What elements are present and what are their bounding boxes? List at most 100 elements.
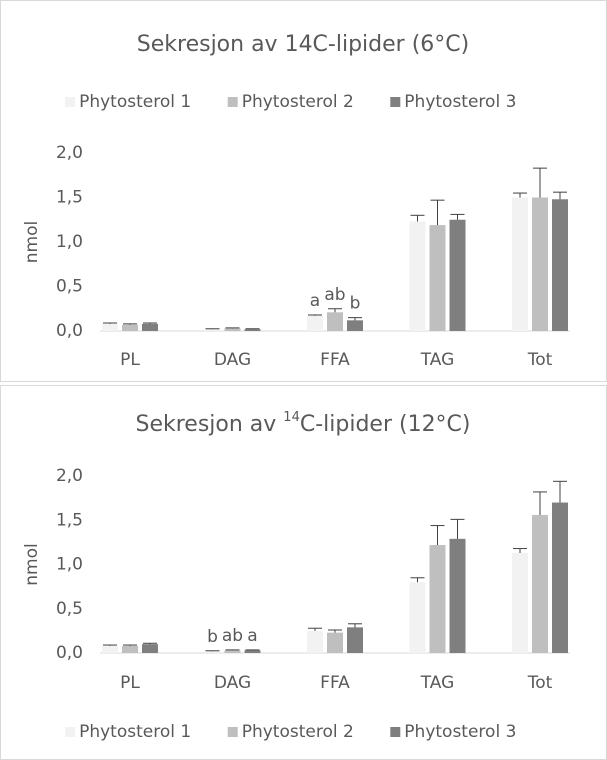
bar	[512, 197, 528, 331]
bar	[327, 632, 343, 653]
legend-swatch	[227, 727, 238, 737]
annotation: a	[310, 291, 320, 311]
legend-label: Phytosterol 3	[404, 92, 516, 112]
error-bar	[308, 314, 322, 316]
bar	[307, 630, 323, 653]
error-bar	[533, 167, 547, 198]
y-tick-label: 0,0	[56, 321, 83, 341]
error-bar	[348, 623, 362, 628]
bar	[449, 538, 466, 653]
error-bar	[553, 480, 567, 503]
y-tick-label: 1,5	[56, 188, 83, 208]
chart-title: Sekresjon av 14C-lipider (6°C)	[137, 32, 469, 57]
bar	[224, 650, 241, 653]
y-tick-label: 1,0	[56, 555, 83, 575]
bar	[429, 545, 446, 653]
legend-label: Phytosterol 2	[242, 722, 354, 742]
y-axis-label: nmol	[22, 543, 42, 585]
error-bar	[123, 644, 137, 646]
x-tick-label: TAG	[420, 673, 455, 693]
error-bar	[328, 308, 342, 313]
bar	[142, 644, 158, 653]
bar	[347, 627, 363, 653]
legend-swatch	[390, 97, 401, 107]
legend-swatch	[65, 727, 76, 737]
annotation: ab	[324, 285, 345, 305]
error-bar	[513, 192, 527, 198]
error-bar	[123, 323, 137, 325]
bar	[102, 323, 118, 331]
x-tick-label: Tot	[527, 350, 553, 370]
legend-swatch	[65, 97, 76, 107]
y-tick-label: 2,0	[56, 466, 83, 486]
error-bar	[328, 629, 342, 633]
error-bar	[533, 491, 547, 515]
legend-label: Phytosterol 1	[79, 92, 191, 112]
legend-label: Phytosterol 1	[79, 722, 191, 742]
legend-label: Phytosterol 2	[242, 92, 354, 112]
error-bar	[513, 548, 527, 553]
bar	[244, 329, 261, 331]
error-bar	[450, 213, 465, 220]
bar	[552, 502, 568, 653]
x-tick-label: PL	[120, 673, 140, 693]
bar	[347, 320, 363, 331]
bar	[102, 645, 118, 653]
legend-swatch	[227, 97, 238, 107]
x-tick-label: TAG	[420, 350, 455, 370]
annotation: b	[207, 627, 218, 647]
bar	[307, 315, 323, 331]
y-tick-label: 0,5	[56, 599, 83, 619]
title-part: C-lipider (12°C)	[300, 412, 471, 437]
annotation: b	[350, 294, 361, 314]
error-bar	[103, 644, 117, 646]
y-tick-label: 1,0	[56, 232, 83, 252]
error-bar	[430, 199, 445, 226]
bar	[532, 197, 548, 331]
y-tick-label: 1,5	[56, 510, 83, 530]
bar	[409, 221, 426, 331]
error-bar	[450, 518, 465, 539]
bar	[532, 514, 548, 653]
title-part: Sekresjon av	[135, 412, 283, 437]
bar	[204, 651, 221, 653]
bar	[429, 225, 446, 331]
x-tick-label: FFA	[320, 673, 350, 693]
error-bar	[308, 627, 322, 631]
error-bar	[143, 642, 157, 645]
bar	[122, 645, 138, 653]
error-bar	[348, 317, 362, 321]
bar	[122, 324, 138, 331]
y-axis-label: nmol	[22, 221, 42, 263]
x-tick-label: DAG	[214, 350, 251, 370]
x-tick-label: FFA	[320, 350, 350, 370]
x-tick-label: PL	[120, 350, 140, 370]
error-bar	[103, 322, 117, 324]
x-tick-label: DAG	[214, 673, 251, 693]
bar	[552, 199, 568, 331]
bar	[327, 312, 343, 331]
title-part: Sekresjon av 14C-lipider (6°C)	[137, 32, 469, 57]
annotation: a	[247, 626, 257, 646]
title-part: 14	[283, 410, 300, 425]
error-bar	[410, 577, 425, 583]
bar	[449, 219, 466, 331]
bar	[224, 328, 241, 331]
bar	[244, 650, 261, 653]
bar	[142, 323, 158, 331]
x-tick-label: Tot	[527, 673, 553, 693]
annotation: ab	[222, 626, 243, 646]
error-bar	[430, 525, 445, 546]
bar	[204, 329, 221, 331]
legend-swatch	[390, 727, 401, 737]
bar	[409, 582, 426, 653]
chart-title: Sekresjon av 14C-lipider (12°C)	[135, 410, 470, 437]
error-bar	[410, 214, 425, 222]
y-tick-label: 0,0	[56, 643, 83, 663]
bar	[512, 552, 528, 653]
legend-label: Phytosterol 3	[404, 722, 516, 742]
y-tick-label: 0,5	[56, 277, 83, 297]
error-bar	[143, 322, 157, 324]
